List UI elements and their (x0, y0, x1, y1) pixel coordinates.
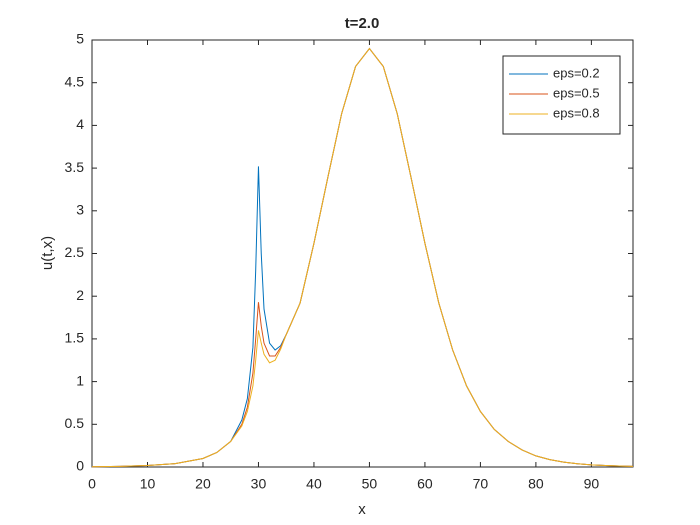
y-tick-label: 1 (76, 372, 84, 388)
y-tick-label: 5 (76, 31, 84, 47)
x-tick-label: 50 (362, 476, 378, 492)
x-tick-label: 40 (306, 476, 322, 492)
y-tick-label: 3.5 (65, 159, 85, 175)
x-tick-label: 10 (140, 476, 156, 492)
x-axis-label: x (358, 501, 366, 518)
legend-box (502, 55, 621, 135)
chart-title: t=2.0 (345, 15, 380, 32)
y-axis-label: u(t,x) (39, 236, 56, 270)
x-tick-label: 20 (195, 476, 211, 492)
y-tick-label: 4.5 (65, 73, 85, 89)
legend-label: eps=0.8 (553, 105, 600, 120)
line-series (91, 47, 634, 468)
x-tick-label: 30 (251, 476, 267, 492)
x-tick-label: 90 (584, 476, 600, 492)
legend-label: eps=0.5 (553, 85, 600, 100)
x-tick-label: 60 (417, 476, 433, 492)
y-tick-label: 0.5 (65, 415, 85, 431)
x-tick-label: 80 (528, 476, 544, 492)
x-tick-label: 0 (88, 476, 96, 492)
x-tick-label: 70 (473, 476, 489, 492)
y-tick-label: 1.5 (65, 330, 85, 346)
legend-label: eps=0.2 (553, 65, 600, 80)
y-tick-label: 3 (76, 202, 84, 218)
y-tick-label: 2 (76, 287, 84, 303)
y-tick-label: 0 (76, 458, 84, 474)
y-tick-label: 2.5 (65, 244, 85, 260)
y-tick-label: 4 (76, 116, 84, 132)
